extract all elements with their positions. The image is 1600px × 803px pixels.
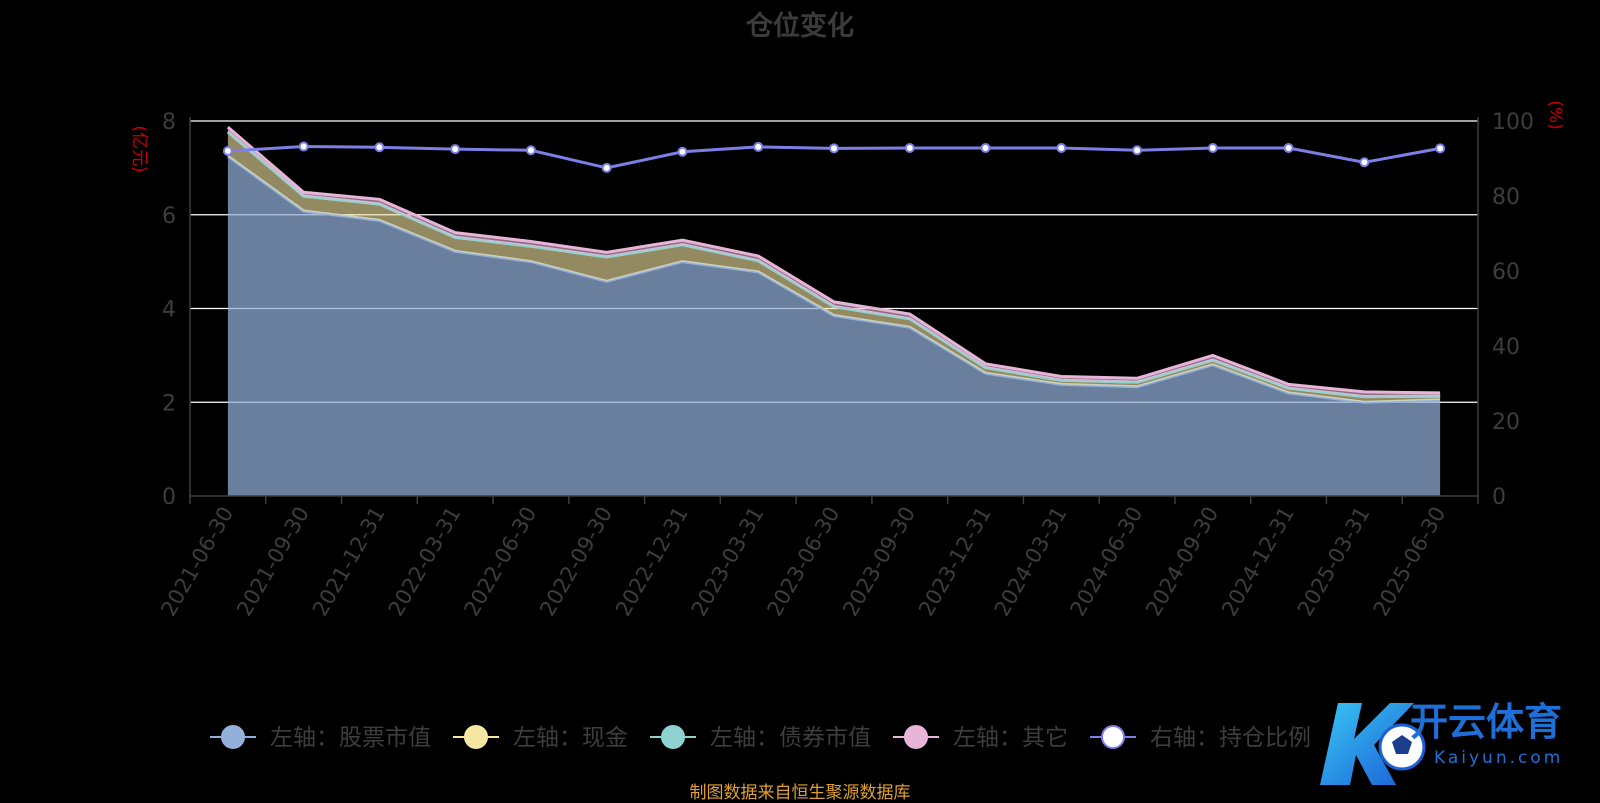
ratio-point <box>298 141 309 152</box>
x-axis-label: 2022-03-31 <box>384 503 466 621</box>
data-source-footer: 制图数据来自恒生聚源数据库 <box>689 783 911 803</box>
legend-layer: 左轴：股票市值 左轴：现金 左轴：债券市值 左轴：其它 右轴：持仓比例 <box>210 725 1311 751</box>
right-axis-tick-label: 20 <box>1492 410 1520 435</box>
right-axis-tick-label: 80 <box>1492 185 1520 210</box>
legend-marker <box>464 725 488 749</box>
left-axis-tick-label: 8 <box>162 110 176 135</box>
x-axis-label: 2024-12-31 <box>1217 503 1299 621</box>
x-axis-label: 2021-12-31 <box>308 503 390 621</box>
x-axis-label: 2024-03-31 <box>990 503 1072 621</box>
ratio-point <box>677 146 688 157</box>
x-axis-label: 2021-09-30 <box>232 503 314 621</box>
left-axis-unit: (亿元) <box>129 125 149 172</box>
legend-label: 左轴：现金 <box>513 725 628 751</box>
legend-label: 左轴：债券市值 <box>710 725 871 751</box>
left-axis-tick-label: 2 <box>162 391 176 416</box>
ratio-point <box>525 145 536 156</box>
right-axis-tick-label: 40 <box>1492 335 1520 360</box>
kaiyun-watermark-logo: 开云体育 Kaiyun.com <box>1320 700 1563 785</box>
x-axis-label: 2022-06-30 <box>459 503 541 621</box>
x-axis-label: 2025-06-30 <box>1369 503 1451 621</box>
x-axis-label: 2023-03-31 <box>687 503 769 621</box>
right-axis-tick-label: 100 <box>1492 110 1534 135</box>
ratio-point <box>1435 143 1446 154</box>
x-axis-label: 2023-06-30 <box>763 503 845 621</box>
left-axis-tick-label: 0 <box>162 485 176 510</box>
svg-text:Kaiyun.com: Kaiyun.com <box>1434 748 1563 768</box>
ratio-point <box>1207 143 1218 153</box>
x-axis-label: 2025-03-31 <box>1293 503 1375 621</box>
x-axis-label: 2024-09-30 <box>1141 503 1223 621</box>
chart-title: 仓位变化 <box>746 11 854 42</box>
ratio-point <box>1132 145 1143 156</box>
right-axis-tick-label: 0 <box>1492 485 1506 510</box>
area-0 <box>227 156 1441 496</box>
line-layer <box>222 141 1446 173</box>
x-axis-label: 2022-09-30 <box>535 503 617 621</box>
ratio-point <box>1283 143 1294 153</box>
legend-marker <box>221 725 245 749</box>
legend-marker <box>904 725 928 749</box>
x-axis-label: 2023-12-31 <box>914 503 996 621</box>
ratio-point <box>601 162 612 173</box>
x-axis-label: 2024-06-30 <box>1066 503 1148 621</box>
legend-label: 右轴：持仓比例 <box>1150 725 1311 751</box>
ratio-point <box>753 141 764 152</box>
x-axis-label: 2021-06-30 <box>156 503 238 621</box>
ratio-point <box>1056 143 1067 153</box>
ratio-point <box>904 143 915 153</box>
legend-marker <box>661 725 685 749</box>
svg-text:开云体育: 开云体育 <box>1410 700 1562 744</box>
x-axis-label: 2023-09-30 <box>838 503 920 621</box>
legend-label: 左轴：其它 <box>953 725 1068 751</box>
area-line-3 <box>226 125 1441 395</box>
left-axis-tick-label: 6 <box>162 204 176 229</box>
x-axis-label: 2022-12-31 <box>611 503 693 621</box>
right-axis-unit: (%) <box>1545 100 1565 129</box>
left-axis-tick-label: 4 <box>162 298 176 323</box>
ratio-point <box>222 146 233 156</box>
ratio-point <box>1359 157 1370 168</box>
right-axis-tick-label: 60 <box>1492 260 1520 285</box>
ratio-point <box>980 143 991 153</box>
ratio-point <box>450 144 461 155</box>
ratio-point <box>829 143 839 154</box>
ratio-point <box>374 142 385 153</box>
area-layer <box>226 125 1441 496</box>
legend-label: 左轴：股票市值 <box>270 725 431 751</box>
legend-marker <box>1101 725 1125 749</box>
